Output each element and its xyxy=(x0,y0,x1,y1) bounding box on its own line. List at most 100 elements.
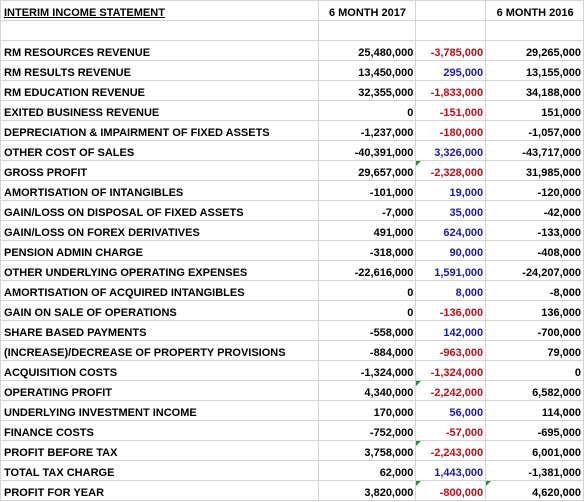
value-2017-cell[interactable]: 4,340,000 xyxy=(317,380,417,401)
header-2016-cell[interactable]: 6 MONTH 2016 xyxy=(485,0,584,21)
statement-title-cell[interactable]: INTERIM INCOME STATEMENT xyxy=(0,0,319,21)
value-2017-cell[interactable]: -1,237,000 xyxy=(317,120,417,141)
row-label-cell[interactable]: RM EDUCATION REVENUE xyxy=(0,80,319,101)
value-2016-cell[interactable]: 29,265,000 xyxy=(485,40,584,61)
value-2017-cell[interactable]: -22,616,000 xyxy=(317,260,417,281)
value-2017-cell[interactable]: 62,000 xyxy=(317,460,417,481)
change-cell[interactable]: 56,000 xyxy=(415,400,487,421)
value-2016-cell[interactable]: -1,057,000 xyxy=(485,120,584,141)
value-2017-cell[interactable]: 13,450,000 xyxy=(317,60,417,81)
row-label-cell[interactable]: GAIN/LOSS ON FOREX DERIVATIVES xyxy=(0,220,319,241)
change-cell[interactable]: 1,591,000 xyxy=(415,260,487,281)
value-2017-cell[interactable]: -1,324,000 xyxy=(317,360,417,381)
change-cell[interactable]: -1,324,000 xyxy=(415,360,487,381)
value-2017-cell[interactable]: -884,000 xyxy=(317,340,417,361)
value-2016-cell[interactable]: 6,582,000 xyxy=(485,380,584,401)
row-label-cell[interactable]: OPERATING PROFIT xyxy=(0,380,319,401)
row-label-cell[interactable]: UNDERLYING INVESTMENT INCOME xyxy=(0,400,319,421)
value-2016-cell[interactable]: -700,000 xyxy=(485,320,584,341)
value-2016-cell[interactable]: 34,188,000 xyxy=(485,80,584,101)
change-cell[interactable]: -800,000 xyxy=(415,480,487,501)
value-2016-cell[interactable]: -133,000 xyxy=(485,220,584,241)
value-2016-cell[interactable]: -408,000 xyxy=(485,240,584,261)
change-cell[interactable]: -180,000 xyxy=(415,120,487,141)
value-2017-cell[interactable]: -40,391,000 xyxy=(317,140,417,161)
row-label-cell[interactable]: RM RESULTS REVENUE xyxy=(0,60,319,81)
value-2017-cell[interactable]: -558,000 xyxy=(317,320,417,341)
value-2017-cell[interactable]: 0 xyxy=(317,280,417,301)
row-label-cell[interactable]: GROSS PROFIT xyxy=(0,160,319,181)
value-2016-cell[interactable]: -43,717,000 xyxy=(485,140,584,161)
value-2016-cell[interactable]: 6,001,000 xyxy=(485,440,584,461)
change-cell[interactable]: 295,000 xyxy=(415,60,487,81)
value-2016-cell[interactable]: 4,620,000 xyxy=(485,480,584,501)
row-label-cell[interactable]: AMORTISATION OF INTANGIBLES xyxy=(0,180,319,201)
value-2016-cell[interactable]: -8,000 xyxy=(485,280,584,301)
value-2017-cell[interactable]: 0 xyxy=(317,300,417,321)
change-cell[interactable]: 19,000 xyxy=(415,180,487,201)
value-2017-cell[interactable]: -101,000 xyxy=(317,180,417,201)
value-2016-cell[interactable]: -24,207,000 xyxy=(485,260,584,281)
change-cell[interactable]: 8,000 xyxy=(415,280,487,301)
blank-cell[interactable] xyxy=(415,20,487,41)
value-2016-cell[interactable]: 0 xyxy=(485,360,584,381)
change-cell[interactable]: -136,000 xyxy=(415,300,487,321)
value-2016-cell[interactable]: -1,381,000 xyxy=(485,460,584,481)
change-cell[interactable]: 142,000 xyxy=(415,320,487,341)
change-cell[interactable]: 90,000 xyxy=(415,240,487,261)
row-label-cell[interactable]: GAIN/LOSS ON DISPOSAL OF FIXED ASSETS xyxy=(0,200,319,221)
value-2016-cell[interactable]: -695,000 xyxy=(485,420,584,441)
change-cell[interactable]: 624,000 xyxy=(415,220,487,241)
value-2017-cell[interactable]: 491,000 xyxy=(317,220,417,241)
value-2017-cell[interactable]: 32,355,000 xyxy=(317,80,417,101)
change-cell[interactable]: 3,326,000 xyxy=(415,140,487,161)
value-2016-cell[interactable]: 79,000 xyxy=(485,340,584,361)
header-2017-cell[interactable]: 6 MONTH 2017 xyxy=(317,0,417,21)
row-label-cell[interactable]: PENSION ADMIN CHARGE xyxy=(0,240,319,261)
row-label-cell[interactable]: DEPRECIATION & IMPAIRMENT OF FIXED ASSET… xyxy=(0,120,319,141)
row-label-cell[interactable]: EXITED BUSINESS REVENUE xyxy=(0,100,319,121)
blank-cell[interactable] xyxy=(485,20,584,41)
value-2016-cell[interactable]: 13,155,000 xyxy=(485,60,584,81)
row-label-cell[interactable]: OTHER UNDERLYING OPERATING EXPENSES xyxy=(0,260,319,281)
row-label-cell[interactable]: AMORTISATION OF ACQUIRED INTANGIBLES xyxy=(0,280,319,301)
change-cell[interactable]: -2,243,000 xyxy=(415,440,487,461)
value-2016-cell[interactable]: -42,000 xyxy=(485,200,584,221)
header-change-cell[interactable] xyxy=(415,0,487,21)
value-2017-cell[interactable]: 170,000 xyxy=(317,400,417,421)
change-cell[interactable]: -151,000 xyxy=(415,100,487,121)
blank-cell[interactable] xyxy=(0,20,319,41)
row-label-cell[interactable]: FINANCE COSTS xyxy=(0,420,319,441)
row-label-cell[interactable]: PROFIT FOR YEAR xyxy=(0,480,319,501)
change-cell[interactable]: -2,242,000 xyxy=(415,380,487,401)
value-2016-cell[interactable]: -120,000 xyxy=(485,180,584,201)
value-2017-cell[interactable]: -318,000 xyxy=(317,240,417,261)
change-cell[interactable]: 1,443,000 xyxy=(415,460,487,481)
value-2016-cell[interactable]: 136,000 xyxy=(485,300,584,321)
value-2016-cell[interactable]: 114,000 xyxy=(485,400,584,421)
value-2017-cell[interactable]: 0 xyxy=(317,100,417,121)
change-cell[interactable]: -963,000 xyxy=(415,340,487,361)
row-label-cell[interactable]: GAIN ON SALE OF OPERATIONS xyxy=(0,300,319,321)
row-label-cell[interactable]: OTHER COST OF SALES xyxy=(0,140,319,161)
value-2016-cell[interactable]: 151,000 xyxy=(485,100,584,121)
value-2017-cell[interactable]: 25,480,000 xyxy=(317,40,417,61)
row-label-cell[interactable]: (INCREASE)/DECREASE OF PROPERTY PROVISIO… xyxy=(0,340,319,361)
value-2016-cell[interactable]: 31,985,000 xyxy=(485,160,584,181)
row-label-cell[interactable]: RM RESOURCES REVENUE xyxy=(0,40,319,61)
row-label-cell[interactable]: TOTAL TAX CHARGE xyxy=(0,460,319,481)
value-2017-cell[interactable]: 3,820,000 xyxy=(317,480,417,501)
value-2017-cell[interactable]: -752,000 xyxy=(317,420,417,441)
change-cell[interactable]: 35,000 xyxy=(415,200,487,221)
value-2017-cell[interactable]: 3,758,000 xyxy=(317,440,417,461)
value-2017-cell[interactable]: -7,000 xyxy=(317,200,417,221)
value-2017-cell[interactable]: 29,657,000 xyxy=(317,160,417,181)
change-cell[interactable]: -2,328,000 xyxy=(415,160,487,181)
change-cell[interactable]: -57,000 xyxy=(415,420,487,441)
change-cell[interactable]: -3,785,000 xyxy=(415,40,487,61)
blank-cell[interactable] xyxy=(317,20,417,41)
change-cell[interactable]: -1,833,000 xyxy=(415,80,487,101)
row-label-cell[interactable]: SHARE BASED PAYMENTS xyxy=(0,320,319,341)
row-label-cell[interactable]: PROFIT BEFORE TAX xyxy=(0,440,319,461)
row-label-cell[interactable]: ACQUISITION COSTS xyxy=(0,360,319,381)
